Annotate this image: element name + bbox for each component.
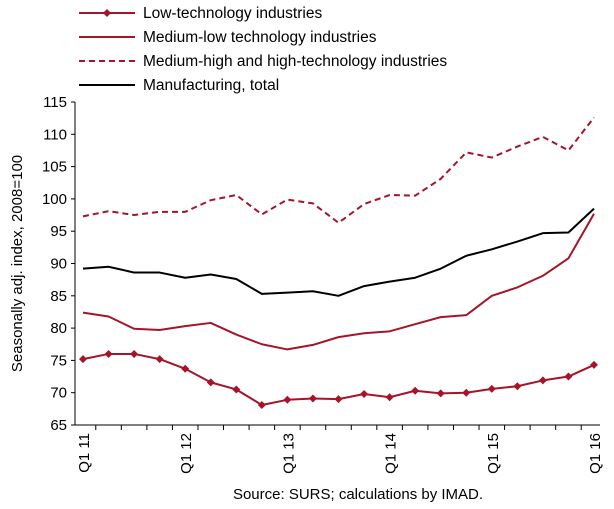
y-tick-label: 85 bbox=[50, 288, 67, 305]
x-tick-label: Q1 16 bbox=[587, 433, 604, 474]
data-point-marker bbox=[104, 349, 113, 358]
y-tick-label: 70 bbox=[50, 385, 67, 402]
data-point-marker bbox=[130, 349, 139, 358]
x-tick-label: Q1 12 bbox=[178, 433, 195, 474]
series-line-3 bbox=[82, 116, 595, 224]
legend-label: Manufacturing, total bbox=[143, 77, 279, 94]
data-point-marker bbox=[385, 393, 394, 402]
y-tick-label: 75 bbox=[50, 352, 67, 369]
data-point-marker bbox=[590, 360, 598, 369]
chart-series bbox=[79, 116, 598, 409]
data-point-marker bbox=[360, 389, 369, 398]
x-tick-label: Q1 14 bbox=[383, 433, 400, 474]
y-tick-label: 110 bbox=[43, 126, 67, 143]
data-point-marker bbox=[411, 386, 420, 395]
legend-label: Low-technology industries bbox=[143, 5, 322, 22]
data-point-marker bbox=[334, 395, 343, 404]
y-tick-label: 105 bbox=[42, 159, 67, 176]
data-point-marker bbox=[436, 389, 445, 398]
legend-item: Medium-low technology industries bbox=[79, 29, 377, 46]
data-point-marker bbox=[283, 395, 292, 404]
legend-item: Manufacturing, total bbox=[79, 77, 279, 94]
legend-label: Medium-high and high-technology industri… bbox=[143, 53, 447, 70]
data-point-marker bbox=[308, 394, 317, 403]
y-tick-label: 90 bbox=[50, 256, 67, 273]
legend-item: Medium-high and high-technology industri… bbox=[79, 53, 447, 70]
data-point-marker bbox=[513, 382, 522, 391]
x-tick-label: Q1 11 bbox=[76, 433, 93, 473]
data-point-marker bbox=[257, 400, 266, 409]
data-point-marker bbox=[181, 364, 190, 373]
data-point-marker bbox=[232, 385, 241, 394]
y-axis-title: Seasonally adj. index, 2008=100 bbox=[9, 155, 26, 372]
legend-label: Medium-low technology industries bbox=[143, 29, 377, 46]
data-point-marker bbox=[206, 378, 215, 387]
data-point-marker bbox=[79, 355, 87, 364]
data-point-marker bbox=[538, 376, 547, 385]
data-point-marker bbox=[462, 388, 471, 397]
y-tick-label: 80 bbox=[50, 320, 67, 337]
chart-legend: Low-technology industries Medium-low tech… bbox=[79, 5, 447, 94]
y-tick-label: 65 bbox=[50, 417, 67, 434]
x-tick-label: Q1 15 bbox=[485, 433, 502, 474]
legend-marker bbox=[103, 9, 111, 17]
data-point-marker bbox=[564, 372, 573, 381]
data-point-marker bbox=[155, 355, 164, 364]
series-line-4 bbox=[82, 207, 595, 297]
data-point-marker bbox=[487, 384, 496, 393]
y-tick-label: 95 bbox=[50, 223, 67, 240]
x-tick-label: Q1 13 bbox=[280, 433, 297, 474]
series-line-2 bbox=[82, 213, 595, 351]
legend-item: Low-technology industries bbox=[79, 5, 322, 22]
source-note: Source: SURS; calculations by IMAD. bbox=[233, 486, 483, 503]
chart-axes: 65 70 75 80 85 90 95 100 105 110 115 Q1 11 Q1 12 Q1 1… bbox=[42, 94, 604, 474]
y-tick-label: 115 bbox=[43, 94, 67, 111]
y-tick-label: 100 bbox=[42, 191, 67, 208]
